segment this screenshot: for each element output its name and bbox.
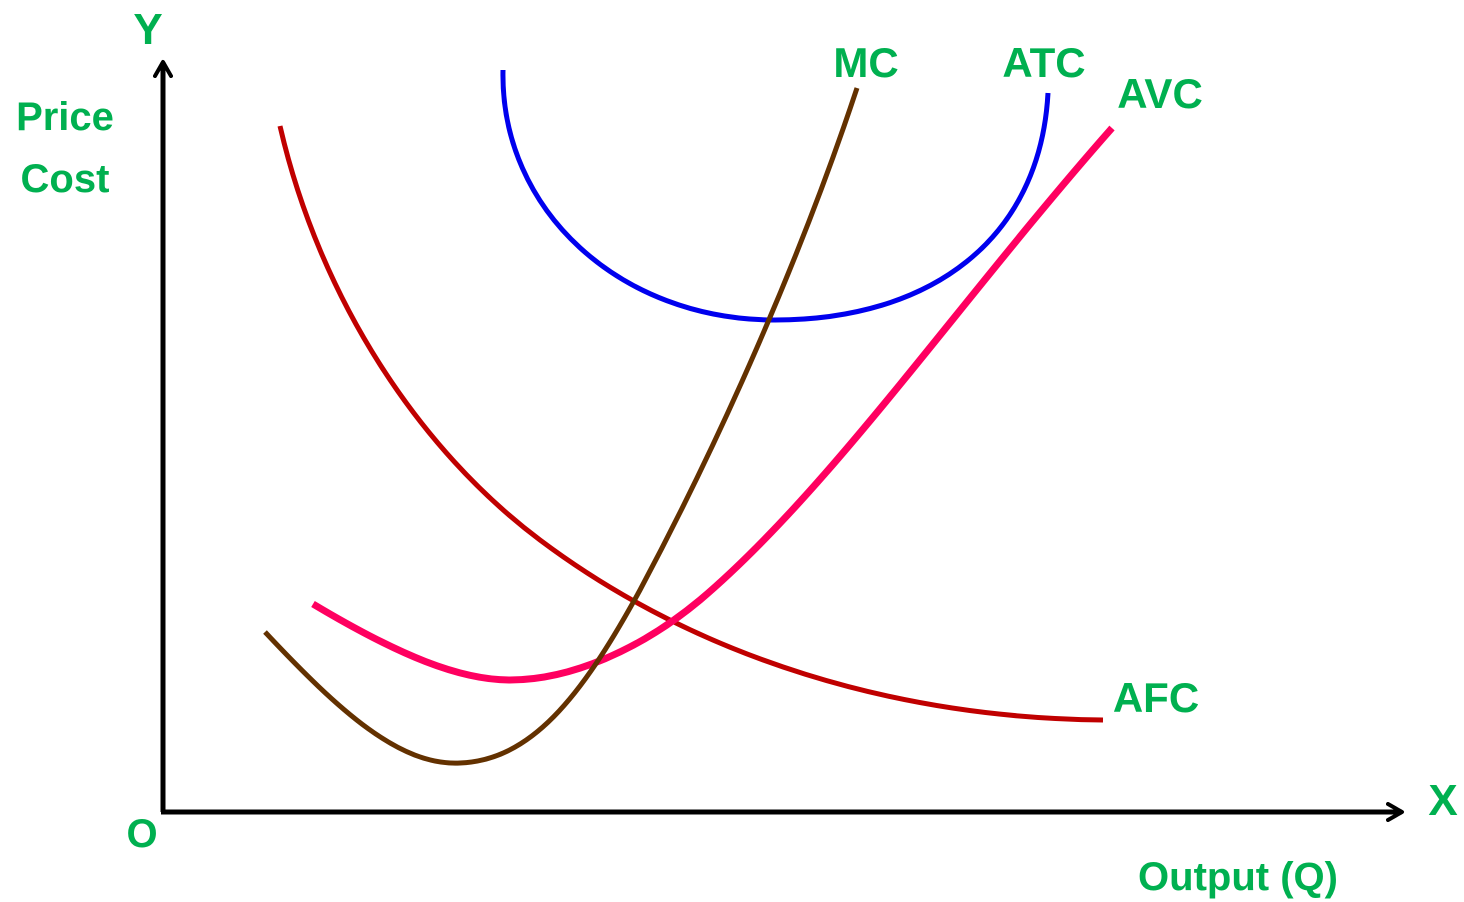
y-axis-label-line-2: Cost (21, 157, 110, 201)
x-axis-letter: X (1428, 776, 1457, 825)
avc-curve (311, 125, 1115, 684)
afc-curve (277, 125, 1104, 723)
atc-curve (500, 69, 1051, 323)
avc-label: AVC (1117, 70, 1203, 117)
origin-label: O (126, 812, 157, 856)
afc-label: AFC (1113, 674, 1199, 721)
mc-curve (263, 87, 860, 766)
atc-label: ATC (1002, 39, 1085, 86)
y-axis-letter: Y (133, 5, 162, 54)
y-axis-label-line-1: Price (16, 95, 114, 139)
x-axis-label: Output (Q) (1138, 855, 1338, 899)
mc-label: MC (833, 39, 898, 86)
